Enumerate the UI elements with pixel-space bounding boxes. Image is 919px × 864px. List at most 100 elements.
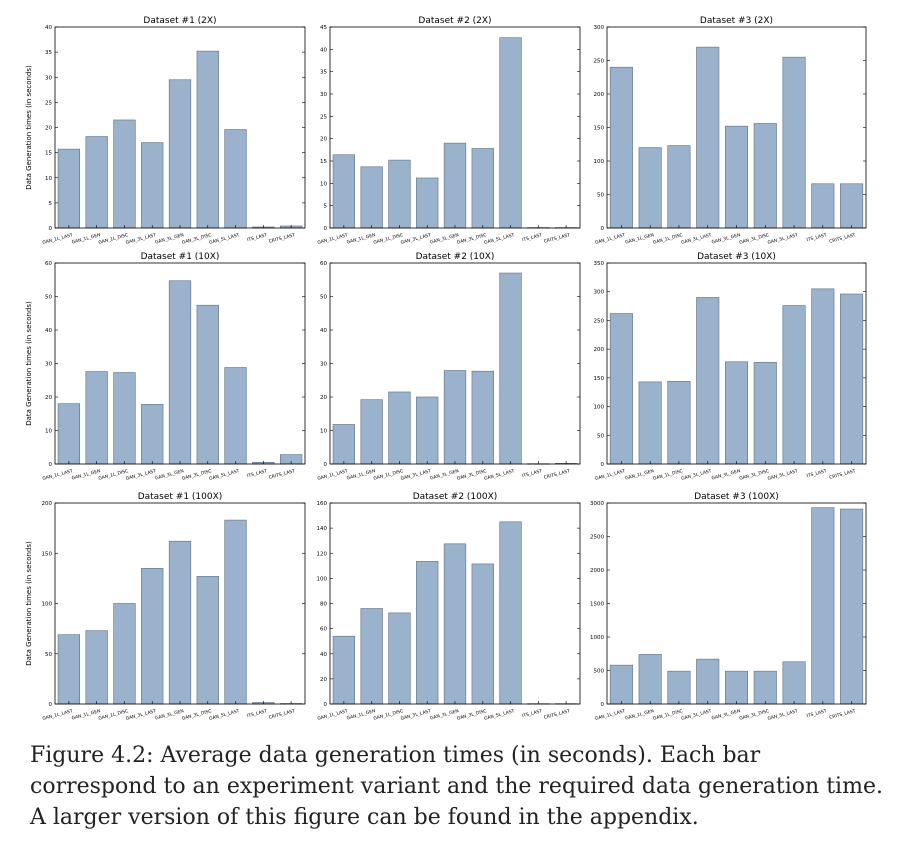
y-axis-label: Data Generation times (in seconds) xyxy=(25,541,33,666)
y-tick-label: 300 xyxy=(594,290,605,296)
bar-gan_1l_last xyxy=(609,664,633,705)
bar-gan_1l_last xyxy=(57,634,81,705)
x-tick-label: GAN_3L_GEN xyxy=(154,232,184,245)
bar-gan_5l_last xyxy=(499,37,522,229)
x-tick-label: ITS_LAST xyxy=(522,708,544,719)
chart-panel-8: Dataset #2 (100X) 0 20 40 60 80 100 120 140 160 GA… xyxy=(317,492,581,722)
bar-gan_1l_last xyxy=(332,424,356,465)
y-tick-label: 5 xyxy=(324,204,328,210)
chart-title: Dataset #3 (2X) xyxy=(700,16,773,26)
bar-gan_5l_last xyxy=(499,272,522,465)
bar-gan_1l_disc xyxy=(113,372,136,465)
x-tick-label: GAN_1L_GEN xyxy=(346,232,376,245)
bar-gan_1l_disc xyxy=(667,670,691,705)
bar-gan_1l_disc xyxy=(667,381,691,465)
y-tick-label: 50 xyxy=(320,295,327,301)
chart-grid: Dataset #1 (2X) Data Generation times (in… xyxy=(25,16,867,722)
y-tick-label: 20 xyxy=(320,395,327,401)
y-tick-label: 120 xyxy=(317,551,328,557)
y-axis-label: Data Generation times (in seconds) xyxy=(25,301,33,426)
x-tick-label: CRITS_LAST xyxy=(829,468,857,481)
bar-gan_3l_disc xyxy=(471,370,494,465)
bar-gan_1l_last xyxy=(332,154,356,229)
y-tick-label: 20 xyxy=(45,126,52,132)
y-tick-label: 20 xyxy=(320,677,327,683)
y-tick-label: 150 xyxy=(42,551,53,557)
plot-frame xyxy=(329,262,581,465)
y-tick-label: 50 xyxy=(45,652,52,658)
x-tick-label: GAN_1L_DISC xyxy=(652,468,683,482)
x-tick-label: GAN_3L_DISC xyxy=(181,232,212,246)
y-tick-label: 40 xyxy=(320,328,327,334)
bar-gan_3l_disc xyxy=(753,362,777,465)
bar-gan_1l_last xyxy=(57,403,81,465)
y-tick-label: 250 xyxy=(594,59,605,65)
bar-gan_1l_gen xyxy=(360,166,383,229)
bar-gan_5l_last xyxy=(224,367,247,465)
bar-gan_5l_last xyxy=(499,521,522,705)
plot-frame xyxy=(329,26,581,229)
bar-its_last xyxy=(811,507,835,705)
plot-frame xyxy=(54,502,306,705)
x-tick-label: GAN_1L_LAST xyxy=(42,468,74,482)
y-tick-label: 1000 xyxy=(590,635,604,641)
figure-caption: Figure 4.2: Average data generation time… xyxy=(30,743,883,830)
bar-gan_3l_disc xyxy=(196,304,219,465)
plot-frame xyxy=(329,502,581,705)
x-tick-label: GAN_1L_LAST xyxy=(317,232,349,246)
chart-title: Dataset #3 (10X) xyxy=(697,252,776,262)
bar-gan_3l_gen xyxy=(168,79,192,229)
x-tick-label: GAN_3L_GEN xyxy=(154,468,184,481)
y-tick-label: 30 xyxy=(45,362,52,368)
x-tick-label: GAN_3L_GEN xyxy=(711,708,741,721)
bar-gan_1l_gen xyxy=(85,136,108,229)
x-tick-label: GAN_5L_LAST xyxy=(208,708,240,722)
x-tick-label: GAN_1L_LAST xyxy=(42,708,74,722)
x-tick-label: GAN_5L_LAST xyxy=(208,468,240,482)
chart-panel-3: Dataset #3 (2X) 0 50 100 150 200 250 300 GAN_1L_… xyxy=(594,16,867,246)
x-tick-label: GAN_1L_DISC xyxy=(373,232,404,246)
y-tick-label: 0 xyxy=(49,462,53,468)
x-tick-label: CRITS_LAST xyxy=(829,708,857,721)
bar-gan_3l_gen xyxy=(724,361,749,465)
x-tick-label: GAN_1L_GEN xyxy=(346,708,376,721)
chart-title: Dataset #2 (100X) xyxy=(413,492,498,502)
chart-title: Dataset #1 (100X) xyxy=(138,492,223,502)
bar-crits_last xyxy=(840,293,864,465)
x-tick-label: GAN_1L_GEN xyxy=(71,468,101,481)
y-tick-label: 45 xyxy=(320,25,327,31)
x-tick-label: GAN_1L_DISC xyxy=(652,708,683,722)
bar-gan_3l_last xyxy=(696,658,720,705)
bar-gan_1l_gen xyxy=(360,399,383,465)
bar-gan_3l_last xyxy=(141,404,164,465)
y-tick-label: 40 xyxy=(45,328,52,334)
x-tick-label: GAN_1L_DISC xyxy=(652,232,683,246)
bar-gan_3l_gen xyxy=(724,670,749,705)
bar-its_last xyxy=(811,288,835,465)
bar-gan_3l_gen xyxy=(443,543,467,705)
y-tick-label: 140 xyxy=(317,526,328,532)
plot-frame xyxy=(54,26,306,229)
x-tick-label: GAN_1L_DISC xyxy=(98,708,129,722)
x-tick-label: GAN_3L_LAST xyxy=(681,232,713,246)
x-tick-label: GAN_3L_GEN xyxy=(429,232,459,245)
plot-frame xyxy=(54,262,306,465)
chart-title: Dataset #2 (2X) xyxy=(418,16,491,26)
y-tick-label: 10 xyxy=(45,429,52,435)
y-tick-label: 40 xyxy=(320,652,327,658)
x-tick-label: GAN_1L_DISC xyxy=(373,468,404,482)
bar-gan_1l_disc xyxy=(113,603,136,705)
chart-panel-5: Dataset #2 (10X) 0 10 20 30 40 50 60 GAN_1L_LAST… xyxy=(317,252,581,482)
x-tick-label: GAN_3L_DISC xyxy=(456,708,487,722)
y-tick-label: 30 xyxy=(320,362,327,368)
y-tick-label: 300 xyxy=(594,25,605,31)
x-tick-label: GAN_3L_LAST xyxy=(681,708,713,722)
y-tick-label: 100 xyxy=(42,602,53,608)
x-tick-label: GAN_3L_LAST xyxy=(400,468,432,482)
y-tick-label: 150 xyxy=(594,376,605,382)
y-tick-label: 200 xyxy=(594,92,605,98)
y-tick-label: 10 xyxy=(320,429,327,435)
y-tick-label: 15 xyxy=(320,159,327,165)
x-tick-label: GAN_1L_GEN xyxy=(625,468,655,481)
bar-crits_last xyxy=(840,183,864,229)
